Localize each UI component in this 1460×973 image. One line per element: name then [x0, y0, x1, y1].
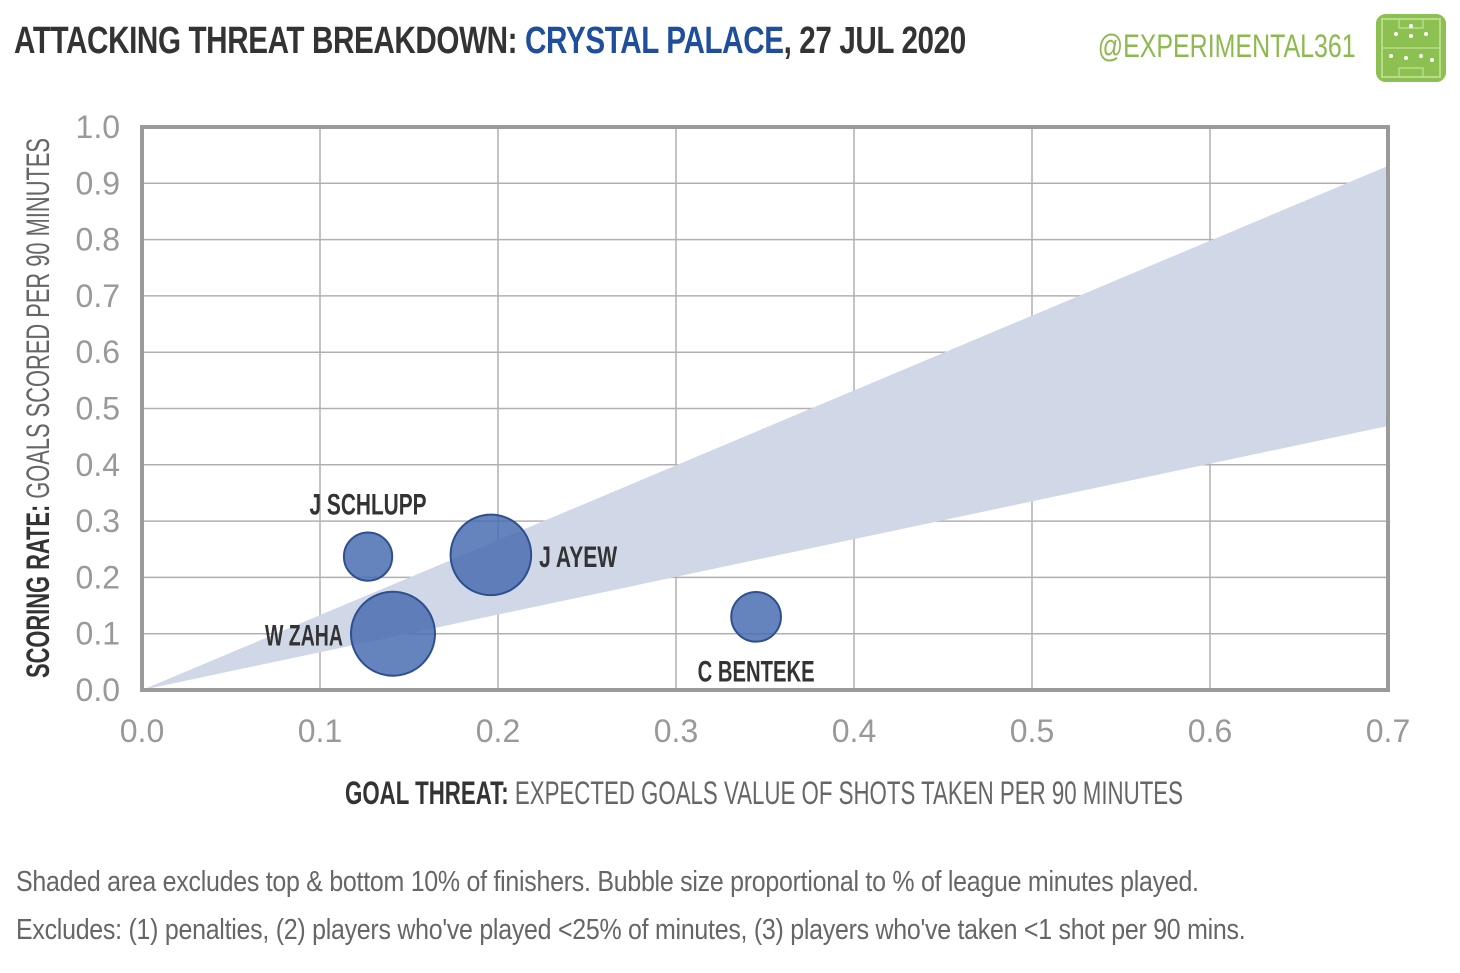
player-bubble: [342, 531, 394, 582]
author-handle: @EXPERIMENTAL361: [1098, 28, 1356, 64]
x-tick-label: 0.4: [832, 713, 876, 749]
x-tick-labels: 0.0 0.1 0.2 0.3 0.4 0.5 0.6 0.7: [120, 713, 1410, 749]
x-tick-label: 0.0: [120, 713, 164, 749]
footnote-line-1: Shaded area excludes top & bottom 10% of…: [16, 866, 1199, 898]
y-axis-label: SCORING RATE: GOALS SCORED PER 90 MINUTE…: [20, 138, 56, 678]
y-tick-label: 0.7: [76, 278, 120, 314]
y-tick-label: 0.8: [76, 222, 120, 258]
player-label: C BENTEKE: [698, 656, 815, 689]
y-tick-label: 0.3: [76, 503, 120, 539]
x-axis-label-rest: EXPECTED GOALS VALUE OF SHOTS TAKEN PER …: [509, 775, 1183, 811]
y-tick-label: 0.0: [76, 672, 120, 708]
title-prefix: ATTACKING THREAT BREAKDOWN:: [14, 20, 518, 62]
y-axis-label-bold: SCORING RATE:: [20, 505, 56, 678]
player-label: W ZAHA: [265, 620, 343, 653]
y-tick-label: 0.4: [76, 447, 120, 483]
y-tick-label: 0.5: [76, 391, 120, 427]
player-label: J AYEW: [539, 541, 617, 574]
pitch-logo-icon: [1376, 14, 1446, 82]
x-tick-label: 0.6: [1188, 713, 1232, 749]
y-axis-label-rest: GOALS SCORED PER 90 MINUTES: [20, 138, 56, 505]
title-date: , 27 JUL 2020: [783, 20, 967, 62]
x-tick-label: 0.7: [1366, 713, 1410, 749]
y-tick-label: 0.9: [76, 165, 120, 201]
y-tick-label: 0.2: [76, 559, 120, 595]
x-tick-label: 0.2: [476, 713, 520, 749]
team-name: CRYSTAL PALACE: [525, 20, 784, 62]
x-tick-label: 0.3: [654, 713, 698, 749]
plot-frame: [140, 125, 1390, 692]
chart-title: ATTACKING THREAT BREAKDOWN: CRYSTAL PALA…: [14, 20, 966, 63]
player-bubble: [449, 513, 533, 597]
y-tick-label: 0.1: [76, 616, 120, 652]
y-tick-labels: 0.0 0.1 0.2 0.3 0.4 0.5 0.6 0.7 0.8 0.9 1.0: [76, 109, 120, 708]
x-tick-label: 0.1: [298, 713, 342, 749]
footnote-line-2: Excludes: (1) penalties, (2) players who…: [16, 914, 1246, 946]
player-bubble: [730, 590, 782, 643]
player-label: J SCHLUPP: [310, 488, 427, 521]
x-tick-label: 0.5: [1010, 713, 1054, 749]
y-tick-label: 1.0: [76, 109, 120, 145]
x-axis-label: GOAL THREAT: EXPECTED GOALS VALUE OF SHO…: [345, 775, 1183, 811]
player-bubble: [349, 590, 436, 677]
bubbles: J SCHLUPP J AYEW W ZAHA C BENTEKE: [265, 488, 815, 688]
x-axis-label-bold: GOAL THREAT:: [345, 775, 509, 811]
y-tick-label: 0.6: [76, 334, 120, 370]
